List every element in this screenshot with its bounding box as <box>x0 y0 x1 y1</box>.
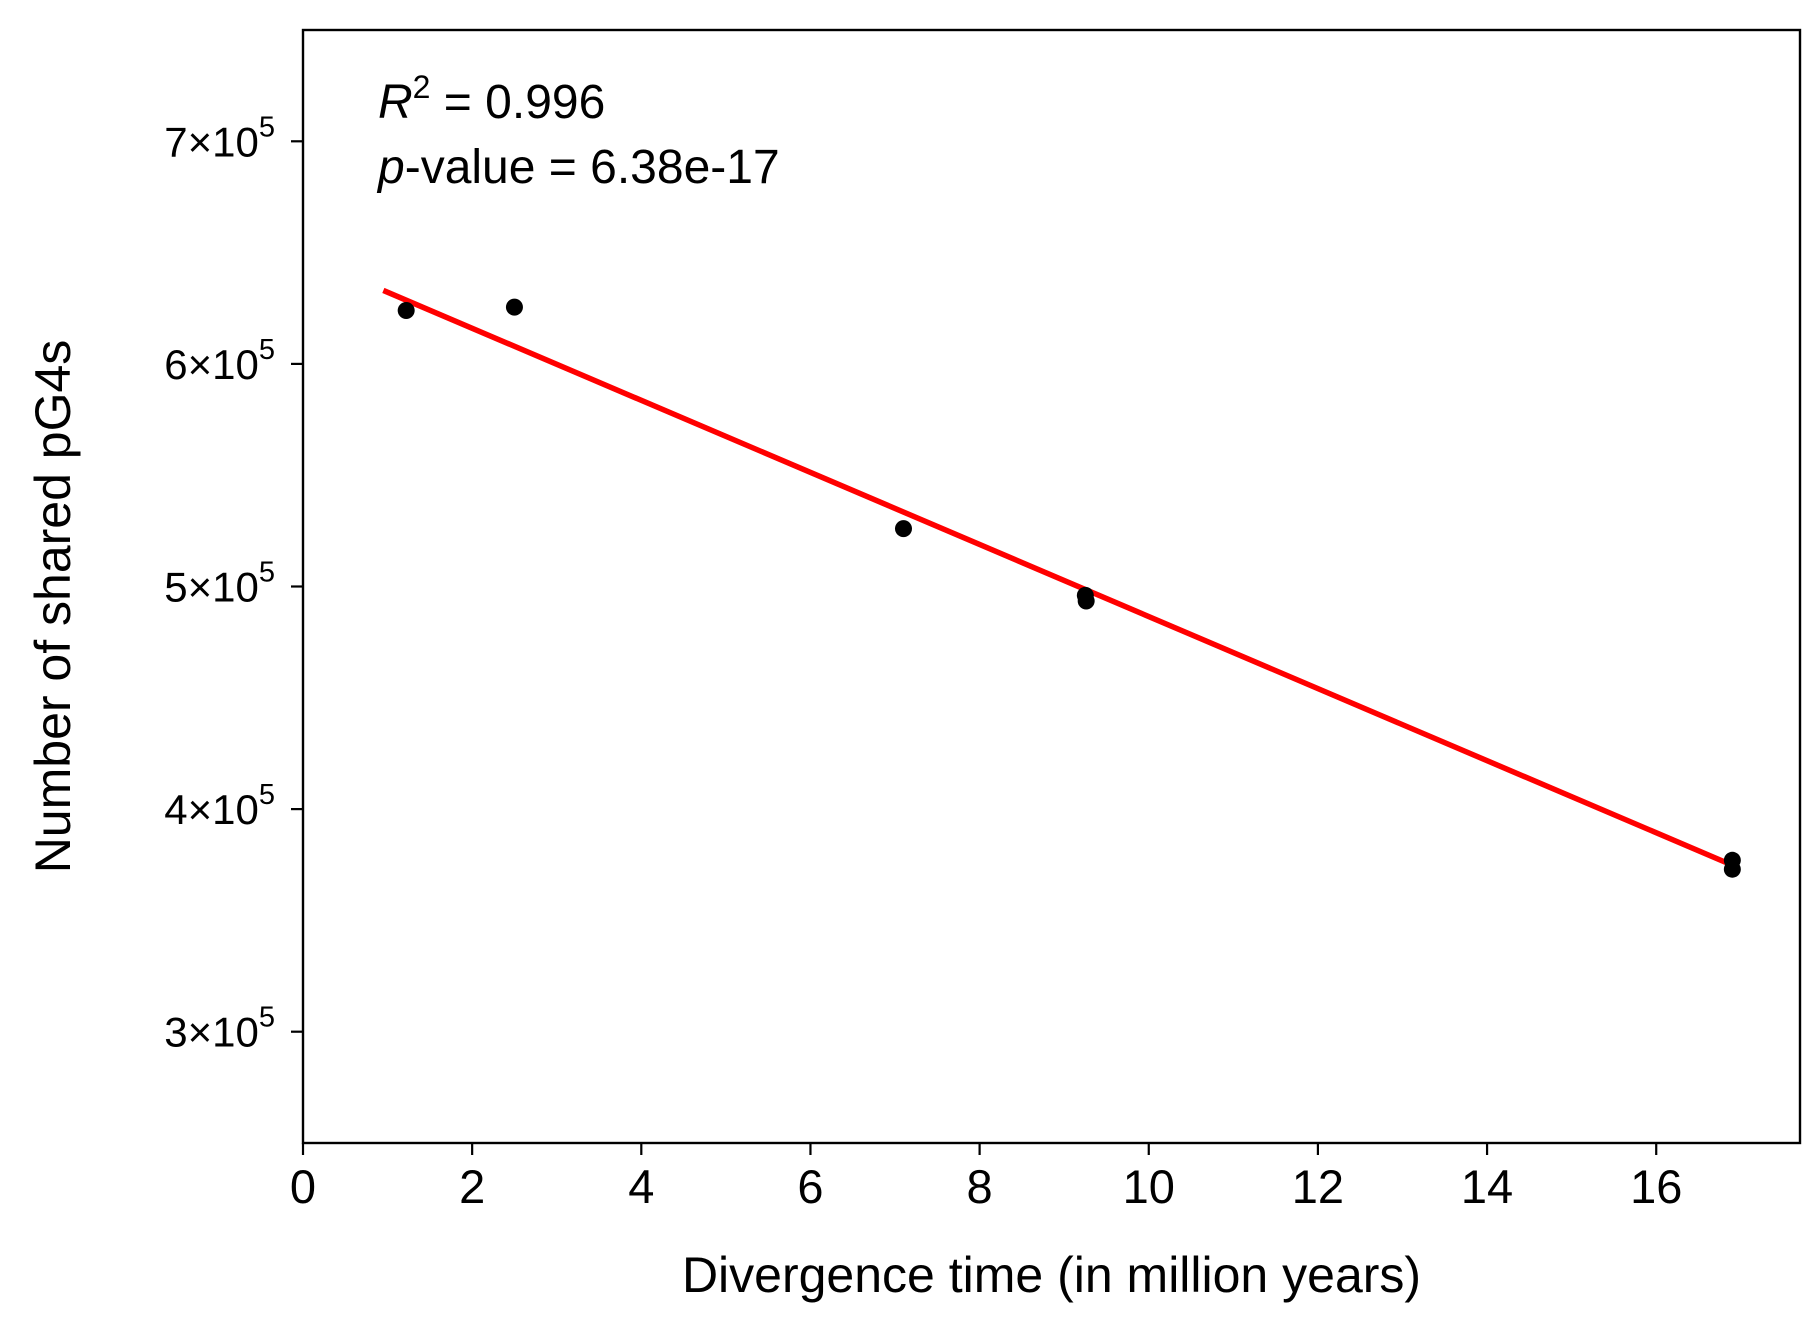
x-tick-label: 10 <box>1123 1160 1175 1213</box>
data-points <box>397 298 1741 878</box>
y-tick-label: 4×105 <box>164 779 275 833</box>
y-axis-label: Number of shared pG4s <box>25 340 81 874</box>
x-tick-label: 6 <box>797 1160 823 1213</box>
regression-line-group <box>382 287 1738 870</box>
r-symbol: R <box>378 76 413 129</box>
x-tick-label: 2 <box>459 1160 485 1213</box>
x-axis-label: Divergence time (in million years) <box>682 1247 1421 1303</box>
y-tick-label: 3×105 <box>164 1002 275 1056</box>
p-symbol: p <box>376 141 405 194</box>
x-tick-label: 16 <box>1630 1160 1682 1213</box>
data-point <box>397 301 415 319</box>
plot-frame <box>301 28 1802 1145</box>
r-squared-annotation: R2 = 0.996 <box>378 69 605 129</box>
x-tick-label: 12 <box>1292 1160 1344 1213</box>
p-value-annotation: p-value = 6.38e-17 <box>376 141 780 194</box>
y-tick-label: 7×105 <box>164 111 275 165</box>
x-axis-ticks: 0 2 4 6 8 10 12 14 16 <box>290 1143 1682 1213</box>
regression-line <box>382 287 1738 870</box>
r-squared-exponent: 2 <box>413 69 431 105</box>
x-tick-label: 0 <box>290 1160 316 1213</box>
y-axis-ticks: 3×105 4×105 5×105 6×105 7×105 <box>164 111 303 1056</box>
p-value-text: -value = 6.38e-17 <box>405 141 780 194</box>
data-point <box>894 520 912 538</box>
data-point <box>1077 592 1095 610</box>
y-tick-label: 5×105 <box>164 557 275 611</box>
y-tick-label: 6×105 <box>164 334 275 388</box>
x-tick-label: 14 <box>1461 1160 1513 1213</box>
x-tick-label: 4 <box>628 1160 654 1213</box>
data-point <box>505 298 523 316</box>
x-tick-label: 8 <box>967 1160 993 1213</box>
data-point <box>1723 860 1741 878</box>
r-squared-value: = 0.996 <box>430 76 605 129</box>
